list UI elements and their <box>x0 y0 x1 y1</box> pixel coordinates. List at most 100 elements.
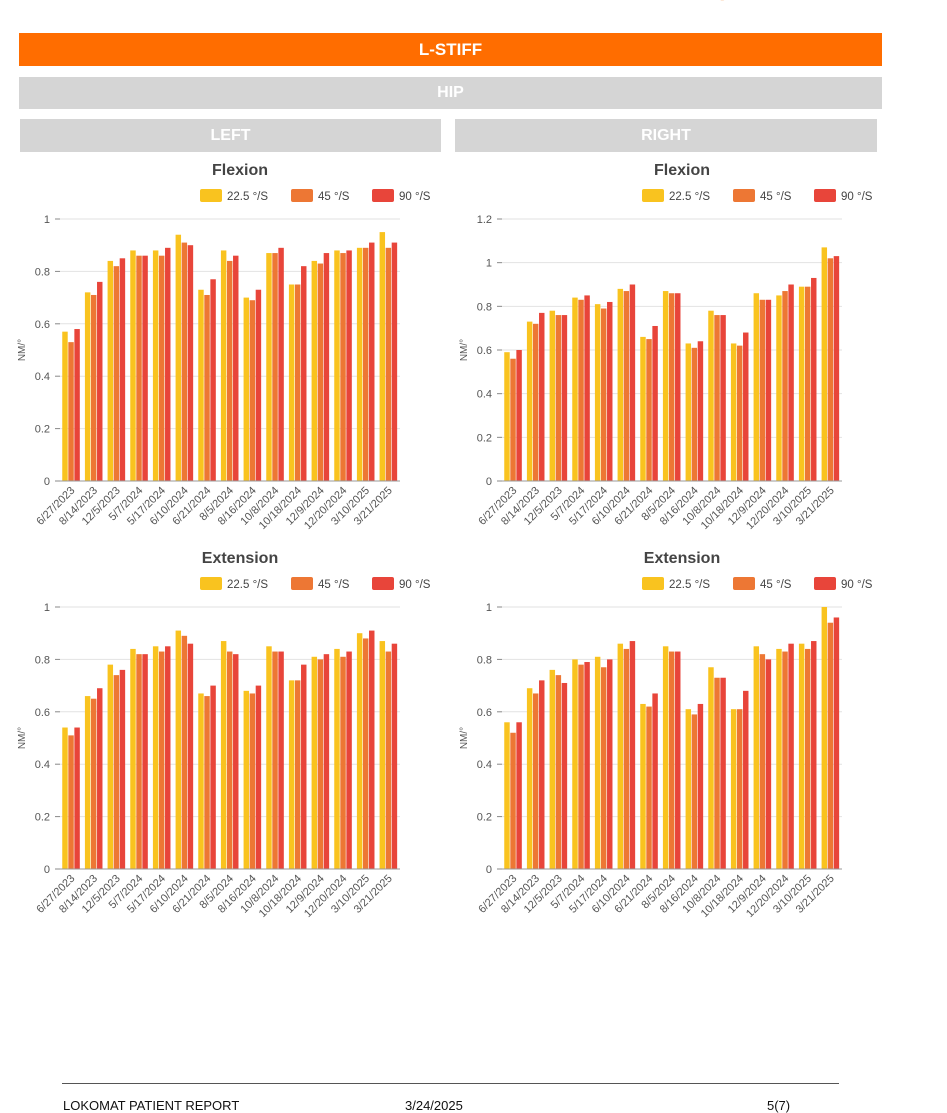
bar <box>198 693 204 869</box>
legend-item: 22.5 °/S <box>642 189 710 203</box>
bar <box>697 703 704 869</box>
bar <box>346 250 352 481</box>
legend-swatch <box>642 189 664 202</box>
bar <box>136 654 142 869</box>
bar <box>249 300 256 481</box>
bar <box>578 664 584 869</box>
bar <box>220 641 227 869</box>
bar <box>720 677 726 869</box>
bar <box>708 310 714 481</box>
bar <box>691 347 698 481</box>
bar <box>668 293 675 481</box>
y-tick-label: 0.8 <box>477 301 492 313</box>
bar <box>301 664 307 869</box>
bar <box>629 641 636 869</box>
bar <box>798 643 805 869</box>
bar <box>107 260 114 481</box>
bar <box>833 256 840 481</box>
bar <box>68 342 74 481</box>
bar <box>226 651 233 869</box>
y-tick-label: 0 <box>44 864 50 876</box>
bar <box>255 289 262 481</box>
bar <box>776 295 782 481</box>
legend-swatch <box>200 577 222 590</box>
bar <box>617 643 624 869</box>
legend-swatch <box>372 189 394 202</box>
bar <box>532 323 539 481</box>
bar <box>323 654 330 869</box>
bar <box>294 284 301 481</box>
bar <box>311 656 318 869</box>
legend-label: 90 °/S <box>399 579 431 591</box>
y-tick-label: 0.4 <box>35 371 50 383</box>
bar <box>594 304 601 481</box>
y-tick-label: 0.6 <box>35 707 50 719</box>
bar <box>255 685 262 869</box>
left-flexion-svg: Flexion 22.5 °/S 45 °/S 90 °/S 0 0.2 0.4 0.6 0.8… <box>17 162 431 532</box>
bar <box>175 234 182 481</box>
y-tick-label: 0.8 <box>477 654 492 666</box>
legend-item: 45 °/S <box>291 577 350 591</box>
y-tick-label: 0 <box>486 864 492 876</box>
bar <box>759 299 766 481</box>
bar <box>385 651 392 869</box>
bar <box>811 641 817 869</box>
bar <box>152 646 159 869</box>
bar <box>539 680 545 869</box>
bar <box>142 255 148 481</box>
logo-fragment-icon <box>720 0 725 1</box>
bar <box>340 656 346 869</box>
bar <box>278 247 284 481</box>
y-tick-label: 0.2 <box>35 424 50 436</box>
bar <box>708 667 714 869</box>
legend-label: 90 °/S <box>841 191 873 203</box>
y-tick-label: 0.4 <box>477 389 492 401</box>
right-side-header: RIGHT <box>455 119 877 152</box>
bar <box>84 696 91 869</box>
legend-item: 22.5 °/S <box>200 577 268 591</box>
y-axis-label: NM/° <box>17 339 28 361</box>
bar <box>62 727 68 869</box>
bar <box>804 286 811 481</box>
bar <box>317 659 324 869</box>
bar <box>113 675 120 869</box>
bar <box>685 343 692 481</box>
bar <box>526 688 533 869</box>
bar <box>391 643 398 869</box>
bar <box>510 358 516 481</box>
legend-item: 90 °/S <box>814 577 873 591</box>
y-tick-label: 0.8 <box>35 266 50 278</box>
bar <box>379 641 386 869</box>
bar <box>113 266 120 481</box>
bar <box>821 607 828 869</box>
legend-item: 45 °/S <box>733 577 792 591</box>
bar <box>379 232 386 481</box>
legend-label: 22.5 °/S <box>669 191 710 203</box>
bar <box>765 299 772 481</box>
right-flexion-chart: Flexion 22.5 °/S 45 °/S 90 °/S 0 0.2 0.4 0.6 0.8… <box>457 155 897 535</box>
legend-label: 22.5 °/S <box>227 579 268 591</box>
bar <box>152 250 159 481</box>
bar <box>668 651 675 869</box>
legend-swatch <box>733 577 755 590</box>
bar <box>362 638 369 869</box>
bar <box>130 250 136 481</box>
legend-swatch <box>291 189 313 202</box>
y-tick-label: 0.2 <box>477 432 492 444</box>
bar <box>391 242 398 481</box>
bar <box>90 294 97 481</box>
chart-title: Extension <box>202 550 278 567</box>
y-tick-label: 0.4 <box>35 759 50 771</box>
bar <box>74 329 80 481</box>
bar <box>84 292 91 481</box>
bar <box>181 242 188 481</box>
bar <box>323 253 330 481</box>
y-tick-label: 0 <box>44 476 50 488</box>
bar <box>130 648 136 869</box>
legend-item: 90 °/S <box>814 189 873 203</box>
bar <box>555 315 562 481</box>
bar <box>652 325 658 481</box>
bar <box>572 659 578 869</box>
bar <box>119 258 126 481</box>
bar <box>278 651 284 869</box>
